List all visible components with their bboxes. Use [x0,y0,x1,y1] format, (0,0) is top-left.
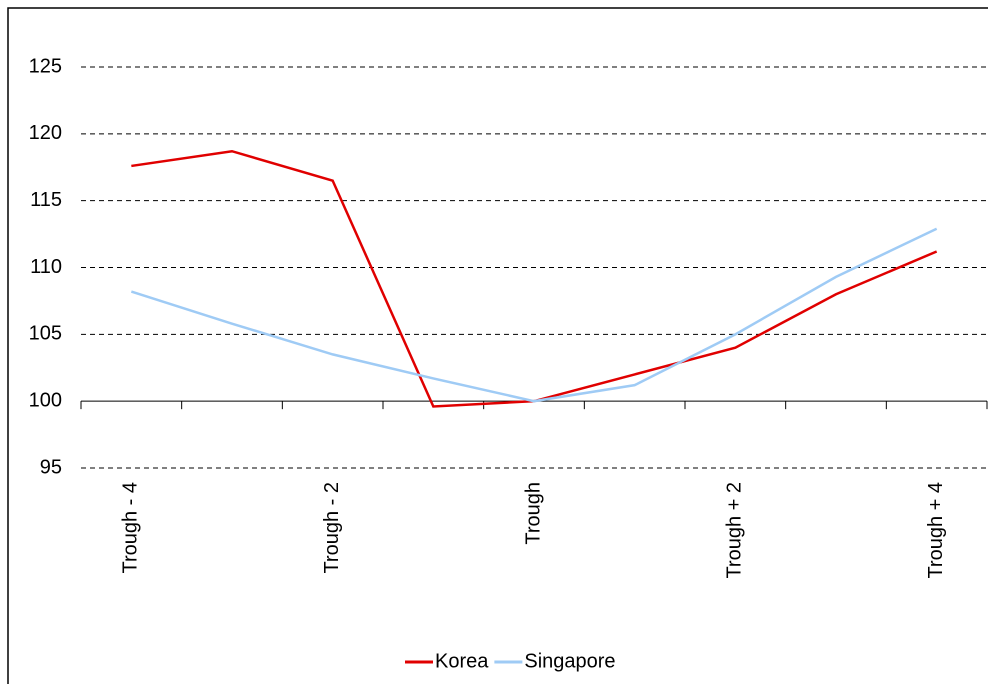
y-tick-label: 120 [29,122,62,144]
x-tick-label: Trough [522,482,544,545]
legend-label: Korea [435,650,489,672]
series-line [130,227,938,403]
y-tick-label: 100 [29,389,62,411]
series-line [131,149,938,408]
y-tick-label: 115 [30,189,62,211]
y-tick-label: 125 [29,55,62,77]
x-tick-label: Trough + 2 [724,482,746,579]
chart-frame [7,7,988,684]
x-tick-label: Trough - 2 [321,482,343,574]
y-tick-label: 110 [30,256,62,278]
x-tick-label: Trough + 4 [925,482,947,579]
legend-label: Singapore [524,650,615,672]
y-tick-label: 95 [40,456,62,478]
x-tick-label: Trough - 4 [120,482,142,574]
y-tick-label: 105 [29,323,62,345]
